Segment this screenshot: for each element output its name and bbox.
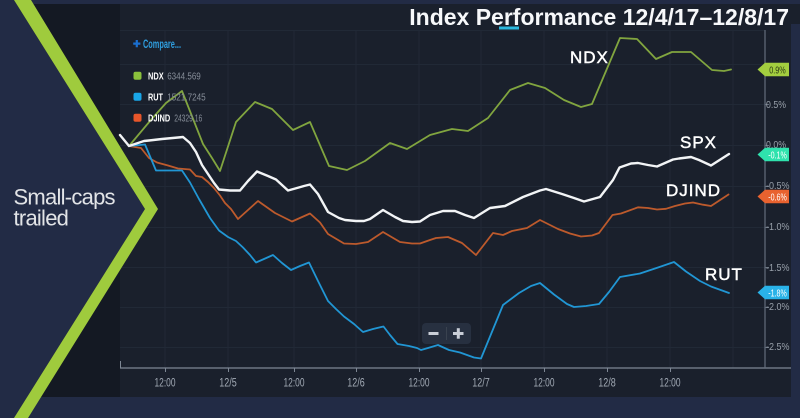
svg-text:24329.16: 24329.16 (174, 113, 202, 124)
svg-text:12/6: 12/6 (347, 378, 365, 390)
svg-text:-1.5%: -1.5% (766, 262, 790, 274)
svg-text:12:00: 12:00 (660, 378, 681, 390)
svg-text:-1.0%: -1.0% (766, 221, 790, 233)
svg-text:-0.1%: -0.1% (768, 150, 787, 161)
svg-text:NDX: NDX (570, 48, 609, 67)
svg-text:Index Performance 12/4/17–12/8: Index Performance 12/4/17–12/8/17 (409, 4, 789, 30)
svg-text:12/7: 12/7 (472, 378, 490, 390)
svg-text:-0.6%: -0.6% (768, 192, 787, 203)
svg-text:-2.0%: -2.0% (766, 301, 790, 313)
svg-text:Compare...: Compare... (143, 39, 181, 51)
svg-text:-1.8%: -1.8% (768, 288, 787, 299)
svg-text:12:00: 12:00 (409, 378, 430, 390)
svg-text:12:00: 12:00 (284, 378, 305, 390)
svg-text:12/5: 12/5 (219, 378, 237, 390)
svg-text:12/8: 12/8 (598, 378, 616, 390)
svg-text:trailed: trailed (14, 206, 69, 231)
svg-text:DJIND: DJIND (666, 181, 721, 200)
svg-text:1521.7245: 1521.7245 (167, 92, 206, 103)
svg-text:Small-caps: Small-caps (14, 185, 116, 210)
svg-text:RUT: RUT (705, 265, 743, 284)
svg-text:0.9%: 0.9% (769, 65, 786, 76)
svg-text:DJIND: DJIND (148, 113, 170, 124)
svg-text:12:00: 12:00 (534, 378, 555, 390)
svg-text:SPX: SPX (680, 133, 717, 152)
svg-text:NDX: NDX (148, 71, 164, 82)
svg-text:0.5%: 0.5% (766, 99, 786, 111)
svg-text:12:00: 12:00 (155, 378, 176, 390)
svg-text:6344.569: 6344.569 (167, 71, 201, 82)
svg-text:-2.5%: -2.5% (766, 341, 790, 353)
svg-text:RUT: RUT (148, 92, 163, 103)
svg-text:-0.5%: -0.5% (766, 180, 790, 192)
